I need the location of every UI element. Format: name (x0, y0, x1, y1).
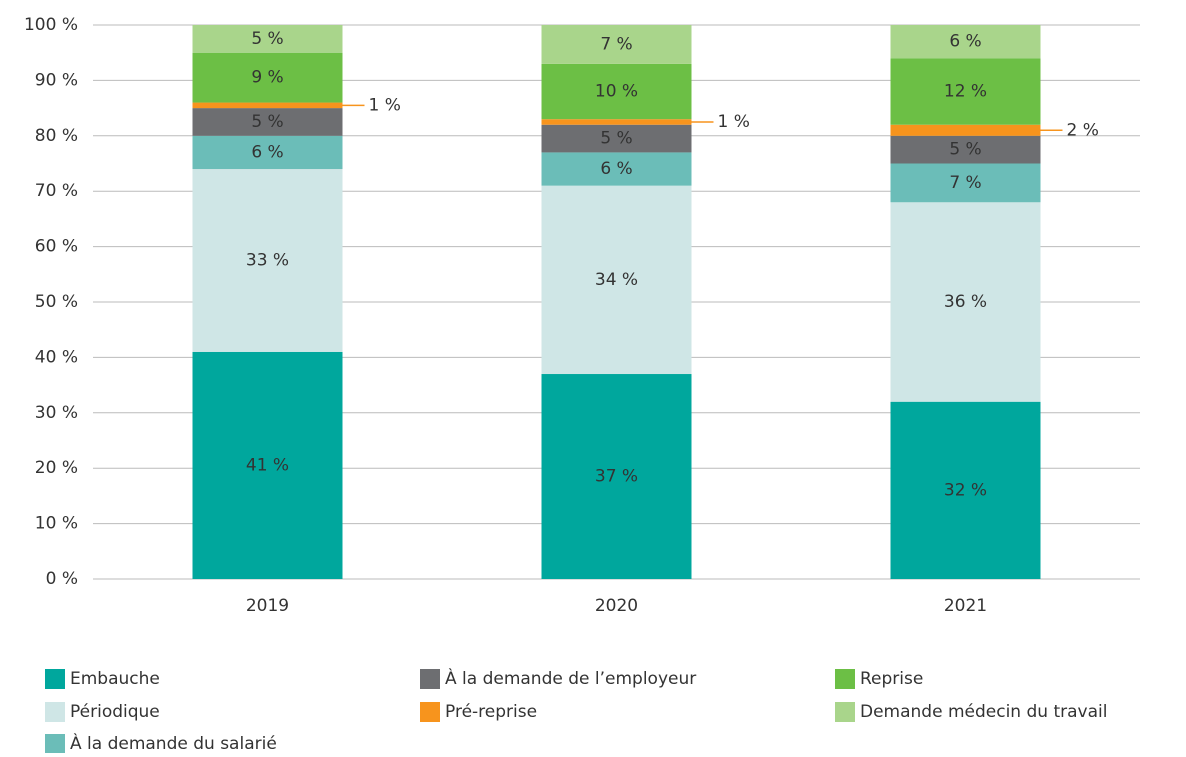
bar-segment (541, 25, 692, 64)
legend-swatch (45, 702, 65, 722)
x-tick-label: 2021 (944, 596, 987, 616)
bar-segment (192, 52, 343, 103)
data-label: 7 % (600, 34, 632, 54)
bar-segment (890, 124, 1041, 136)
y-tick-label: 50 % (35, 292, 78, 312)
y-tick-label: 20 % (35, 458, 78, 478)
data-label: 32 % (944, 480, 987, 500)
y-tick-label: 100 % (24, 15, 78, 35)
y-tick-label: 40 % (35, 347, 78, 367)
bar-segment (890, 401, 1041, 579)
data-label: 2 % (1067, 120, 1099, 140)
data-label: 6 % (600, 159, 632, 179)
data-label: 12 % (944, 81, 987, 101)
bar-segment (192, 108, 343, 136)
bar-segment (890, 25, 1041, 59)
data-label: 7 % (949, 173, 981, 193)
x-tick-label: 2019 (246, 596, 289, 616)
bar-segment (541, 119, 692, 125)
data-label: 5 % (251, 29, 283, 49)
y-tick-label: 80 % (35, 126, 78, 146)
data-label: 5 % (600, 129, 632, 149)
data-label: 9 % (251, 68, 283, 88)
legend-label: À la demande de l’employeur (445, 667, 696, 689)
bar-segment (890, 163, 1041, 203)
bar-segment (192, 135, 343, 170)
bar-segment (541, 152, 692, 186)
legend-swatch (420, 702, 440, 722)
bar-segment (192, 169, 343, 352)
data-label: 33 % (246, 250, 289, 270)
legend-label: Embauche (70, 669, 160, 689)
data-label: 10 % (595, 81, 638, 101)
legend-label: Demande médecin du travail (860, 702, 1107, 722)
data-label: 6 % (251, 142, 283, 162)
legend-label: Périodique (70, 702, 160, 722)
bar-segment (890, 58, 1041, 125)
data-label: 5 % (251, 112, 283, 132)
data-label: 5 % (949, 140, 981, 160)
legend-label: Reprise (860, 669, 923, 689)
data-label: 1 % (369, 95, 401, 115)
legend-swatch (835, 702, 855, 722)
bar-segment (541, 124, 692, 153)
bar-segment (541, 374, 692, 579)
data-label: 1 % (718, 112, 750, 132)
bar-segment (890, 202, 1041, 402)
bar-segment (192, 25, 343, 53)
y-tick-label: 0 % (46, 569, 78, 589)
y-tick-label: 10 % (35, 514, 78, 534)
bar-segment (541, 63, 692, 120)
legend-swatch (45, 734, 65, 754)
data-label: 34 % (595, 270, 638, 290)
data-label: 37 % (595, 467, 638, 487)
bar-segment (890, 135, 1041, 164)
legend-swatch (835, 669, 855, 689)
x-tick-label: 2020 (595, 596, 638, 616)
legend-label: À la demande du salarié (70, 732, 277, 753)
y-tick-label: 30 % (35, 403, 78, 423)
legend-label: Pré-reprise (445, 702, 537, 722)
data-label: 36 % (944, 292, 987, 312)
y-tick-label: 90 % (35, 70, 78, 90)
data-label: 6 % (949, 32, 981, 52)
y-tick-label: 60 % (35, 237, 78, 257)
bar-segment (192, 102, 343, 109)
bar-segment (541, 185, 692, 375)
y-tick-label: 70 % (35, 181, 78, 201)
legend-swatch (45, 669, 65, 689)
legend-swatch (420, 669, 440, 689)
bar-segment (192, 351, 343, 579)
data-label: 41 % (246, 455, 289, 475)
